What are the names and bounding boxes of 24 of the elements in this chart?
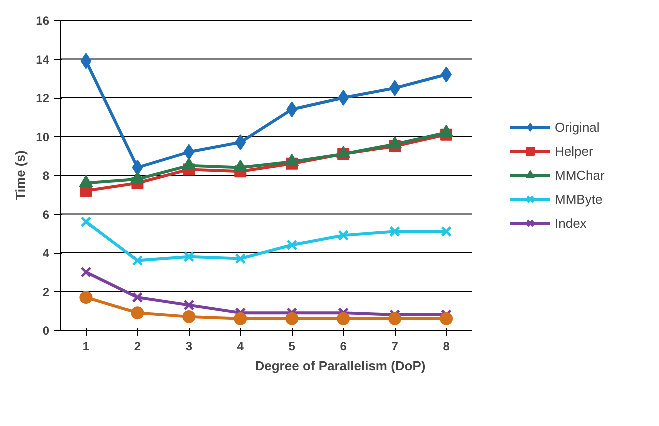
y-tick-label: 14 bbox=[36, 52, 50, 67]
x-tick-label: 4 bbox=[237, 340, 244, 354]
y-tick-label: 6 bbox=[42, 208, 50, 222]
x-tick-label: 3 bbox=[186, 340, 193, 354]
x-tick-label: 6 bbox=[340, 340, 348, 354]
x-tick-label: 7 bbox=[392, 340, 399, 354]
x-tick-label: 5 bbox=[288, 340, 296, 354]
y-tick-label: 8 bbox=[42, 169, 50, 183]
legend-label: Index bbox=[555, 216, 588, 230]
y-tick-label: 10 bbox=[36, 130, 50, 144]
x-tick-label: 1 bbox=[82, 340, 90, 354]
x-axis-title: Degree of Parallelism (DoP) bbox=[255, 358, 426, 374]
y-axis-title: Time (s) bbox=[13, 150, 28, 200]
legend-label: MMByte bbox=[555, 192, 604, 206]
y-tick-label: 2 bbox=[42, 285, 50, 300]
x-tick-label: 2 bbox=[134, 340, 142, 354]
legend-label: MMChar bbox=[555, 168, 606, 182]
y-tick-label: 4 bbox=[42, 246, 50, 260]
y-tick-label: 0 bbox=[42, 324, 50, 338]
legend-label: Original bbox=[555, 120, 601, 134]
y-tick-label: 12 bbox=[36, 92, 50, 106]
legend-label: Helper bbox=[555, 144, 594, 158]
y-tick-label: 16 bbox=[36, 14, 50, 28]
x-tick-label: 8 bbox=[443, 340, 450, 354]
